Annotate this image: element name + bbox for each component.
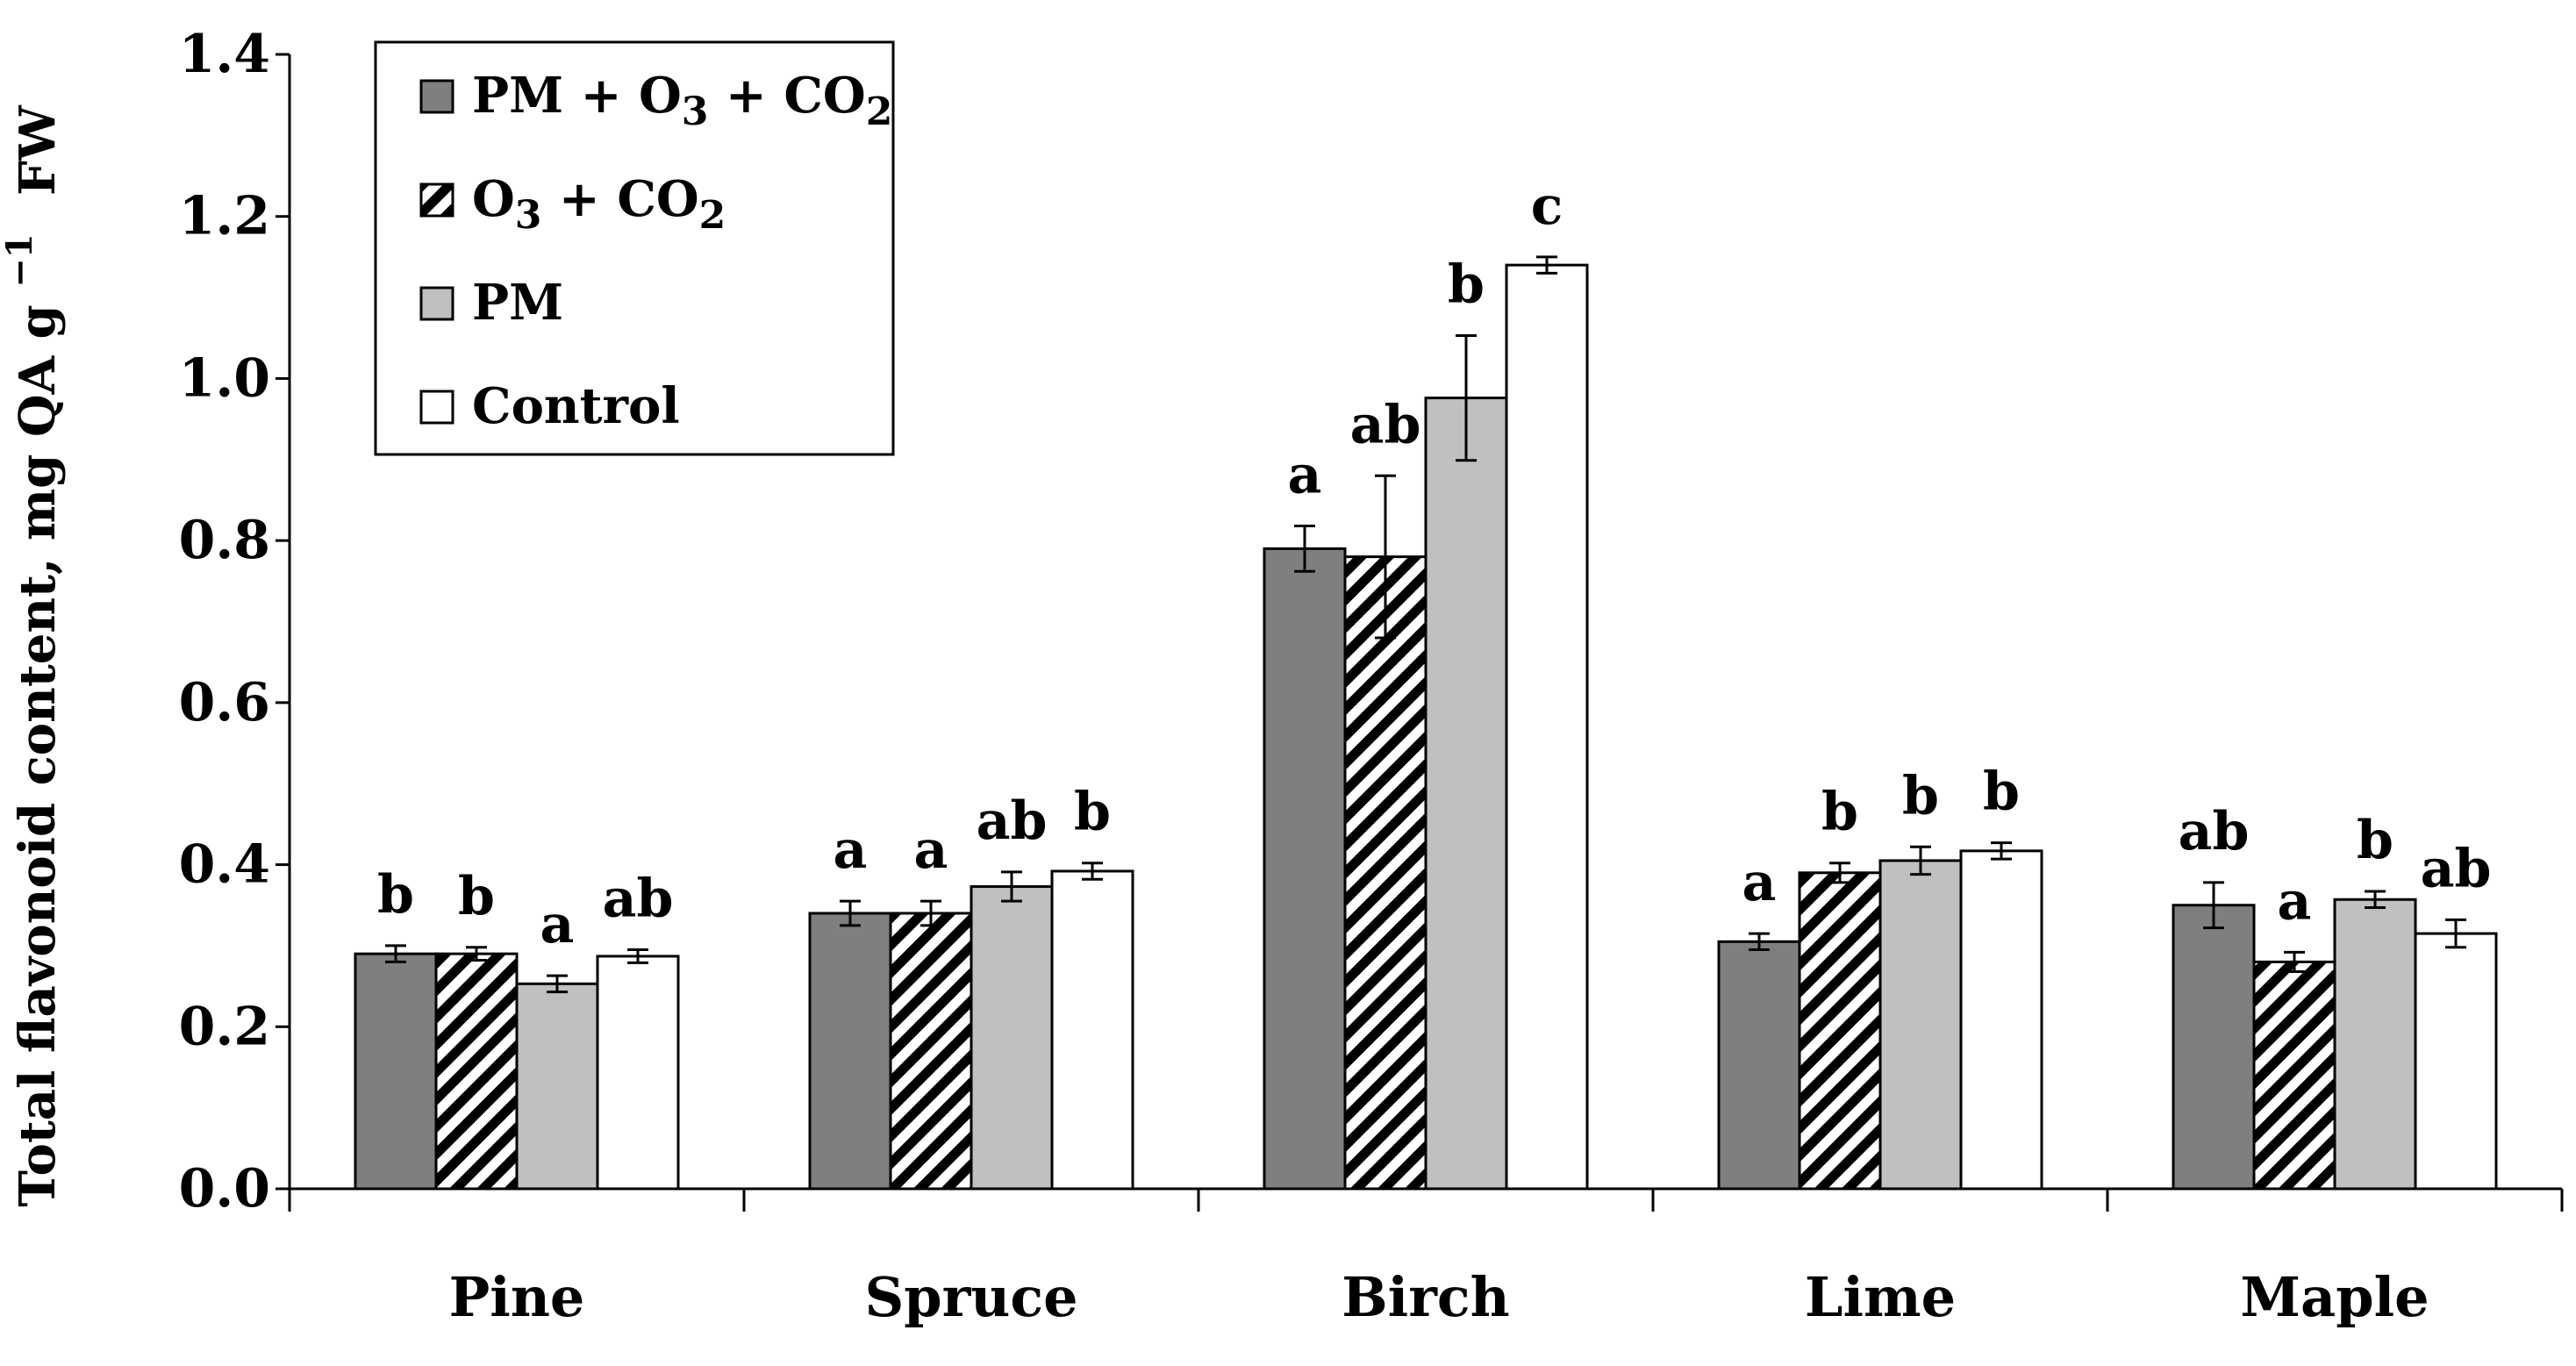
- category-labels: Pine Spruce Birch Lime Maple: [449, 1265, 2429, 1329]
- bar: [354, 952, 438, 1191]
- y-tick-labels: 0.0 0.2 0.4 0.6 0.8 1.0 1.2 1.4: [179, 24, 270, 1219]
- significance-letter: ab: [1350, 394, 1421, 455]
- significance-letter: a: [834, 819, 868, 881]
- category-label: Lime: [1805, 1265, 1956, 1329]
- significance-letter: ab: [977, 790, 1048, 852]
- y-axis-label-main: Total flavonoid content, mg QA g: [9, 304, 67, 1206]
- y-tick-label: 0.4: [179, 834, 270, 896]
- significance-letter: a: [540, 894, 575, 955]
- legend-swatch: [419, 79, 454, 114]
- bar: [2414, 932, 2498, 1191]
- significance-letter: b: [1074, 782, 1111, 843]
- bars: [354, 263, 2498, 1191]
- bar: [970, 885, 1054, 1191]
- bar: [1424, 397, 1508, 1191]
- legend-label: O3 + CO2: [472, 170, 726, 238]
- legend-label: PM + O3 + CO2: [472, 67, 892, 134]
- y-tick-label: 1.2: [179, 186, 270, 247]
- significance-letter: b: [377, 864, 414, 926]
- bar: [808, 912, 892, 1191]
- significance-letter: b: [1448, 254, 1485, 315]
- y-axis-label-sup: −1: [0, 233, 40, 287]
- significance-letter: ab: [603, 869, 674, 930]
- significance-letter: a: [1288, 445, 1322, 506]
- bar: [2172, 904, 2256, 1191]
- legend-box: [374, 40, 895, 456]
- legend-swatch: [419, 390, 454, 425]
- significance-letter: b: [1902, 765, 1939, 826]
- bar: [1798, 871, 1882, 1191]
- significance-letter: b: [458, 866, 495, 927]
- category-label: Birch: [1342, 1265, 1509, 1329]
- legend-swatch: [419, 182, 454, 218]
- significance-letter: b: [2357, 810, 2394, 871]
- significance-letter: ab: [2421, 838, 2492, 899]
- bar: [1959, 849, 2043, 1191]
- bar: [2252, 960, 2336, 1191]
- y-tick-label: 0.2: [179, 996, 270, 1057]
- significance-letter: c: [1531, 175, 1563, 237]
- category-label: Maple: [2240, 1265, 2429, 1329]
- bar: [515, 982, 599, 1191]
- bar: [596, 955, 680, 1191]
- y-tick-label: 0.8: [179, 510, 270, 571]
- bar: [1343, 555, 1428, 1191]
- legend-label: Control: [472, 377, 680, 435]
- bar: [1050, 869, 1134, 1191]
- y-tick-label: 1.4: [179, 24, 270, 85]
- legend-label: PM: [472, 274, 563, 332]
- bar: [889, 912, 973, 1191]
- bar: [1878, 859, 1963, 1191]
- significance-letter: b: [1983, 762, 2020, 823]
- bar: [1505, 263, 1589, 1191]
- significance-letter: ab: [2179, 801, 2250, 862]
- significance-letter: a: [1742, 852, 1777, 913]
- y-tick-label: 1.0: [179, 347, 270, 409]
- bar: [1263, 547, 1347, 1191]
- bar: [1717, 940, 1801, 1191]
- significance-letter: b: [1821, 782, 1858, 843]
- bar: [2333, 898, 2417, 1191]
- y-tick-label: 0.6: [179, 672, 270, 733]
- legend: PM + O3 + CO2 O3 + CO2 PM Control: [374, 40, 895, 456]
- y-axis-label-suffix: FW: [9, 104, 67, 196]
- significance-letter: a: [914, 819, 948, 881]
- significance-letter: a: [2278, 870, 2312, 932]
- error-bars: [385, 255, 2466, 994]
- bar: [434, 952, 519, 1191]
- y-axis-label: Total flavonoid content, mg QA g −1 FW: [0, 104, 67, 1207]
- category-label: Pine: [449, 1265, 585, 1329]
- y-tick-label: 0.0: [179, 1158, 270, 1219]
- legend-swatch: [419, 286, 454, 321]
- category-label: Spruce: [864, 1265, 1077, 1329]
